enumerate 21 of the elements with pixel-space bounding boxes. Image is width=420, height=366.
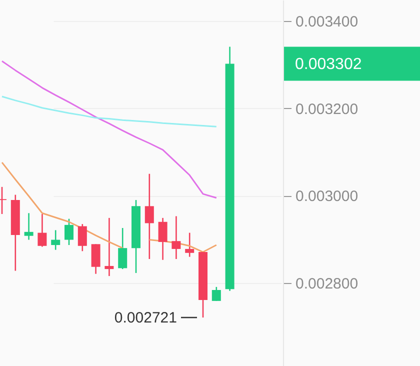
- line-series: [1, 96, 218, 128]
- y-tick-label: 0.003000: [296, 188, 358, 206]
- y-tick-label: 0.002800: [296, 276, 358, 293]
- candlestick: [158, 217, 168, 261]
- candlestick: [185, 232, 194, 258]
- candlestick: [38, 213, 47, 248]
- candlestick: [64, 218, 74, 246]
- candlestick: [118, 227, 128, 270]
- candlestick: [212, 286, 221, 302]
- y-tick-label: 0.003200: [296, 100, 358, 118]
- candlestick: [104, 217, 114, 277]
- text: 0.003302: [295, 56, 362, 73]
- y-tick-label: 0.003400: [296, 13, 358, 30]
- candlestick: [144, 173, 154, 260]
- annotation: 0.002721: [114, 310, 177, 327]
- candlestick: [51, 230, 60, 250]
- candlestick: [172, 216, 181, 260]
- candlestick: [78, 223, 87, 252]
- candlestick: [91, 243, 100, 274]
- line-series: [1, 60, 218, 199]
- candlestick: [24, 212, 34, 240]
